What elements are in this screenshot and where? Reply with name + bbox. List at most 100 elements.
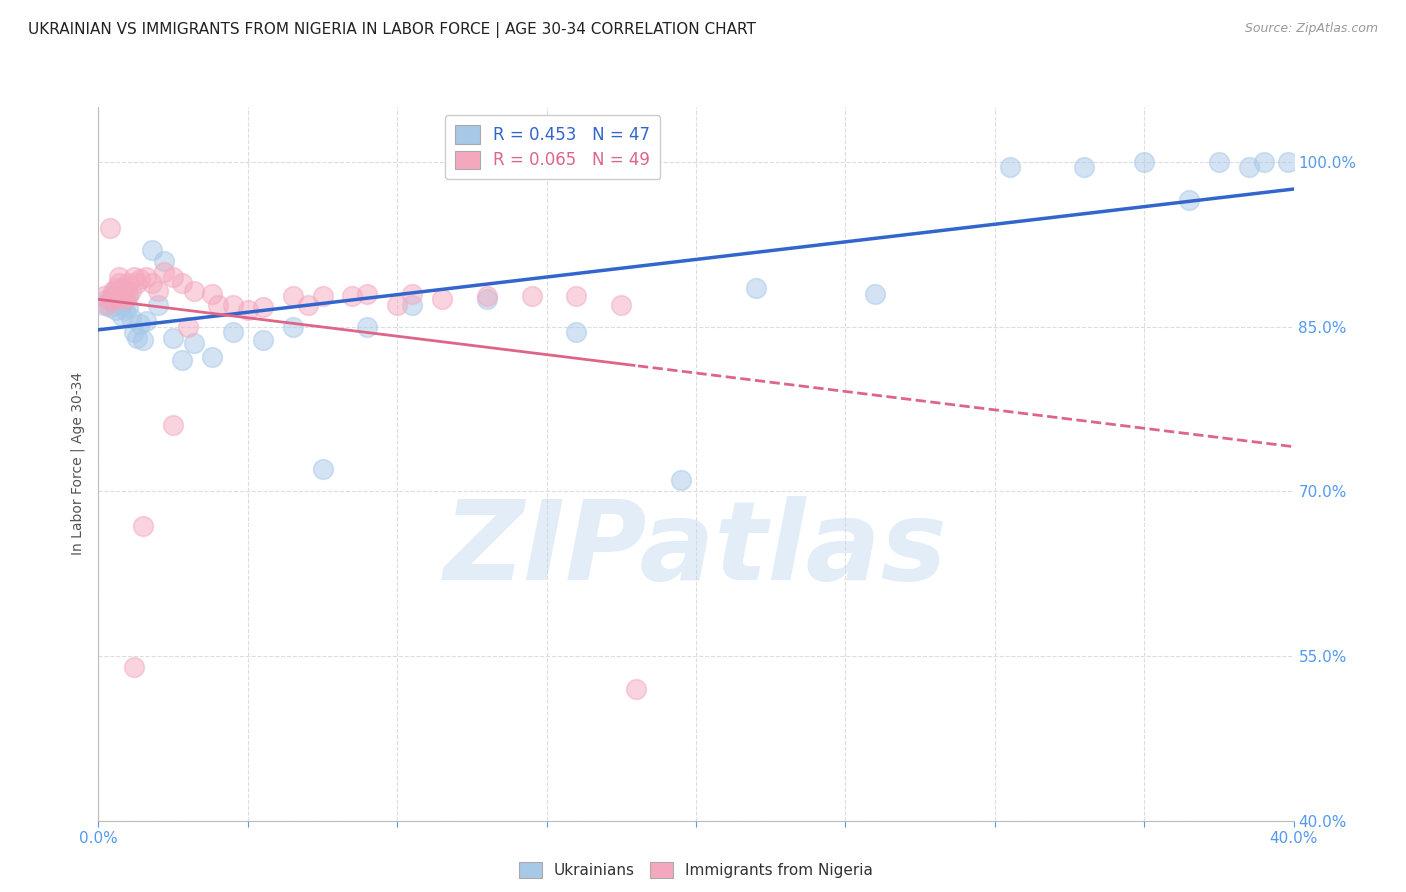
Point	[148, 285, 170, 299]
Point	[1253, 155, 1275, 169]
Point	[124, 660, 146, 674]
Point	[93, 289, 115, 303]
Point	[610, 298, 633, 312]
Point	[236, 303, 259, 318]
Point	[141, 276, 163, 290]
Point	[148, 298, 170, 312]
Point	[129, 318, 152, 332]
Point	[162, 330, 184, 344]
Point	[356, 286, 378, 301]
Point	[1208, 155, 1230, 169]
Point	[153, 253, 176, 268]
Point	[111, 309, 134, 323]
Point	[1133, 155, 1156, 169]
Point	[111, 281, 134, 295]
Point	[430, 292, 453, 306]
Text: ZIPatlas: ZIPatlas	[444, 496, 948, 603]
Point	[108, 285, 131, 299]
Point	[401, 298, 423, 312]
Point	[252, 333, 274, 347]
Point	[129, 272, 152, 286]
Point	[103, 295, 125, 310]
Point	[105, 289, 128, 303]
Point	[96, 298, 118, 312]
Point	[183, 285, 205, 299]
Point	[105, 281, 128, 295]
Point	[114, 303, 136, 318]
Point	[135, 314, 157, 328]
Point	[297, 298, 319, 312]
Point	[222, 325, 245, 339]
Point	[401, 286, 423, 301]
Point	[111, 289, 134, 303]
Point	[565, 289, 588, 303]
Point	[96, 292, 118, 306]
Point	[222, 298, 245, 312]
Point	[207, 298, 229, 312]
Point	[172, 276, 194, 290]
Point	[132, 333, 155, 347]
Point	[177, 319, 200, 334]
Point	[1237, 161, 1260, 175]
Point	[281, 289, 304, 303]
Point	[356, 319, 378, 334]
Point	[114, 292, 136, 306]
Point	[745, 281, 768, 295]
Point	[141, 243, 163, 257]
Point	[100, 292, 122, 306]
Point	[105, 292, 128, 306]
Point	[172, 352, 194, 367]
Point	[108, 292, 131, 306]
Y-axis label: In Labor Force | Age 30-34: In Labor Force | Age 30-34	[70, 372, 86, 556]
Point	[93, 298, 115, 312]
Point	[162, 270, 184, 285]
Text: Source: ZipAtlas.com: Source: ZipAtlas.com	[1244, 22, 1378, 36]
Point	[103, 285, 125, 299]
Point	[475, 292, 498, 306]
Point	[114, 292, 136, 306]
Point	[162, 418, 184, 433]
Point	[998, 161, 1021, 175]
Point	[342, 289, 364, 303]
Point	[135, 270, 157, 285]
Point	[311, 462, 333, 476]
Point	[626, 681, 648, 696]
Point	[520, 289, 543, 303]
Point	[132, 519, 155, 533]
Point	[311, 289, 333, 303]
Point	[475, 289, 498, 303]
Point	[124, 270, 146, 285]
Point	[127, 330, 149, 344]
Point	[865, 286, 887, 301]
Point	[105, 303, 128, 318]
Point	[669, 473, 692, 487]
Text: UKRAINIAN VS IMMIGRANTS FROM NIGERIA IN LABOR FORCE | AGE 30-34 CORRELATION CHAR: UKRAINIAN VS IMMIGRANTS FROM NIGERIA IN …	[28, 22, 756, 38]
Point	[117, 276, 139, 290]
Legend: Ukrainians, Immigrants from Nigeria: Ukrainians, Immigrants from Nigeria	[513, 855, 879, 884]
Point	[111, 298, 134, 312]
Point	[114, 284, 136, 298]
Point	[117, 289, 139, 303]
Point	[201, 286, 224, 301]
Point	[281, 319, 304, 334]
Point	[201, 351, 224, 365]
Point	[153, 265, 176, 279]
Point	[108, 276, 131, 290]
Point	[108, 270, 131, 285]
Point	[100, 300, 122, 314]
Point	[1178, 194, 1201, 208]
Point	[565, 325, 588, 339]
Point	[103, 289, 125, 303]
Point	[120, 285, 142, 299]
Point	[117, 286, 139, 301]
Point	[120, 310, 142, 325]
Point	[117, 300, 139, 314]
Point	[127, 276, 149, 290]
Point	[124, 325, 146, 339]
Point	[1277, 155, 1299, 169]
Point	[183, 336, 205, 351]
Point	[385, 298, 409, 312]
Point	[100, 220, 122, 235]
Point	[252, 300, 274, 314]
Point	[103, 286, 125, 301]
